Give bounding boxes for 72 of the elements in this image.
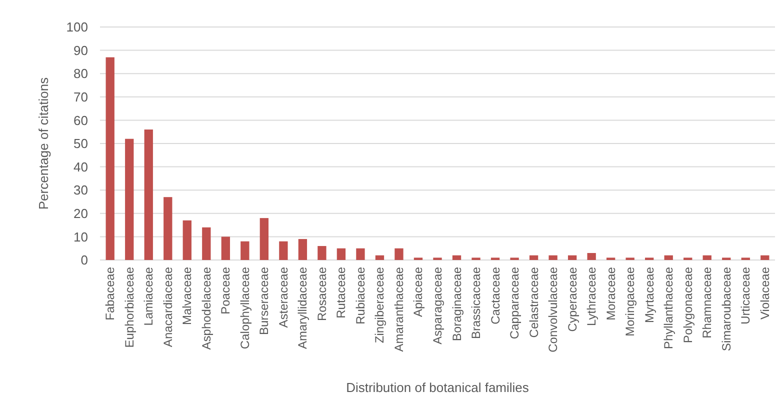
bar bbox=[164, 197, 172, 260]
x-tick-label: Lamiaceae bbox=[142, 266, 156, 326]
x-tick-label: Brassicaceae bbox=[469, 266, 484, 340]
bar bbox=[702, 255, 712, 260]
bar bbox=[202, 227, 211, 260]
y-tick-label: 30 bbox=[74, 182, 88, 198]
x-tick-label: Convolvulaceae bbox=[546, 266, 560, 352]
x-tick-label: Myrtaceae bbox=[642, 266, 656, 324]
bar bbox=[106, 57, 114, 260]
bar bbox=[394, 248, 404, 260]
x-tick-label: Rutaceae bbox=[334, 266, 348, 318]
bar bbox=[182, 220, 192, 260]
bar bbox=[318, 246, 326, 260]
y-tick-label: 10 bbox=[74, 229, 88, 244]
x-axis-title: Distribution of botanical families bbox=[346, 380, 530, 395]
bar bbox=[375, 255, 384, 260]
x-tick-label: Burseraceae bbox=[257, 266, 272, 336]
y-tick-label: 80 bbox=[74, 66, 88, 82]
y-tick-label: 40 bbox=[74, 159, 88, 174]
x-tick-label: Fabaceae bbox=[103, 266, 118, 320]
x-tick-label: Rhamnaceae bbox=[700, 266, 714, 338]
x-tick-label: Boraginaceae bbox=[450, 266, 464, 342]
y-tick-label: 100 bbox=[66, 20, 88, 35]
x-tick-label: Violaceae bbox=[758, 266, 772, 320]
x-tick-label: Celastraceae bbox=[526, 266, 541, 338]
y-tick-label: 70 bbox=[74, 89, 88, 104]
bar bbox=[240, 241, 250, 260]
x-tick-label: Poaceae bbox=[218, 266, 233, 314]
bar bbox=[760, 255, 770, 260]
x-tick-label: Amaranthaceae bbox=[392, 266, 406, 352]
y-axis-title: Percentage of citations bbox=[36, 76, 51, 210]
x-tick-label: Zingiberaceae bbox=[372, 266, 387, 344]
x-tick-label: Malvaceae bbox=[180, 266, 194, 326]
y-tick-label: 90 bbox=[74, 42, 88, 58]
bar bbox=[568, 255, 577, 260]
x-tick-label: Calophyllaceae bbox=[238, 266, 252, 350]
x-tick-label: Capparaceae bbox=[508, 266, 522, 340]
x-tick-label: Moringaceae bbox=[623, 266, 638, 336]
bar bbox=[221, 236, 230, 260]
x-tick-label: Cactaceae bbox=[488, 266, 502, 324]
bar bbox=[548, 255, 558, 260]
y-tick-label: 0 bbox=[80, 252, 88, 268]
x-tick-label: Urticaceae bbox=[738, 266, 753, 324]
bar bbox=[125, 138, 134, 260]
x-tick-label: Moraceae bbox=[604, 266, 618, 320]
bar bbox=[279, 241, 288, 260]
bar bbox=[336, 248, 346, 260]
x-tick-label: Apiaceae bbox=[411, 266, 426, 318]
x-tick-label: Asphodelaceae bbox=[199, 266, 214, 350]
x-tick-label: Amaryllidaceae bbox=[296, 266, 310, 350]
x-tick-label: Simaroubaceae bbox=[719, 266, 734, 352]
x-tick-label: Asparagaceae bbox=[430, 266, 444, 344]
x-tick-label: Lythraceae bbox=[584, 266, 599, 326]
x-tick-label: Cyperaceae bbox=[565, 266, 580, 332]
bar bbox=[260, 218, 269, 260]
bar bbox=[664, 255, 673, 260]
bar bbox=[298, 239, 308, 260]
bar bbox=[587, 253, 596, 260]
bar bbox=[356, 248, 365, 260]
x-tick-label: Rubiaceae bbox=[353, 266, 368, 324]
bar bbox=[144, 130, 153, 260]
x-tick-label: Euphorbiaceae bbox=[122, 266, 136, 348]
x-tick-label: Asteraceae bbox=[276, 266, 290, 328]
x-tick-label: Anacardiaceae bbox=[160, 266, 175, 348]
bar bbox=[529, 255, 538, 260]
bar bbox=[452, 255, 462, 260]
y-tick-label: 50 bbox=[74, 136, 88, 152]
x-tick-label: Polygonaceae bbox=[680, 266, 695, 344]
y-tick-label: 60 bbox=[74, 112, 88, 128]
x-tick-label: Phyllanthaceae bbox=[662, 266, 676, 350]
x-tick-label: Rosaceae bbox=[314, 266, 329, 322]
y-tick-label: 20 bbox=[74, 206, 88, 221]
